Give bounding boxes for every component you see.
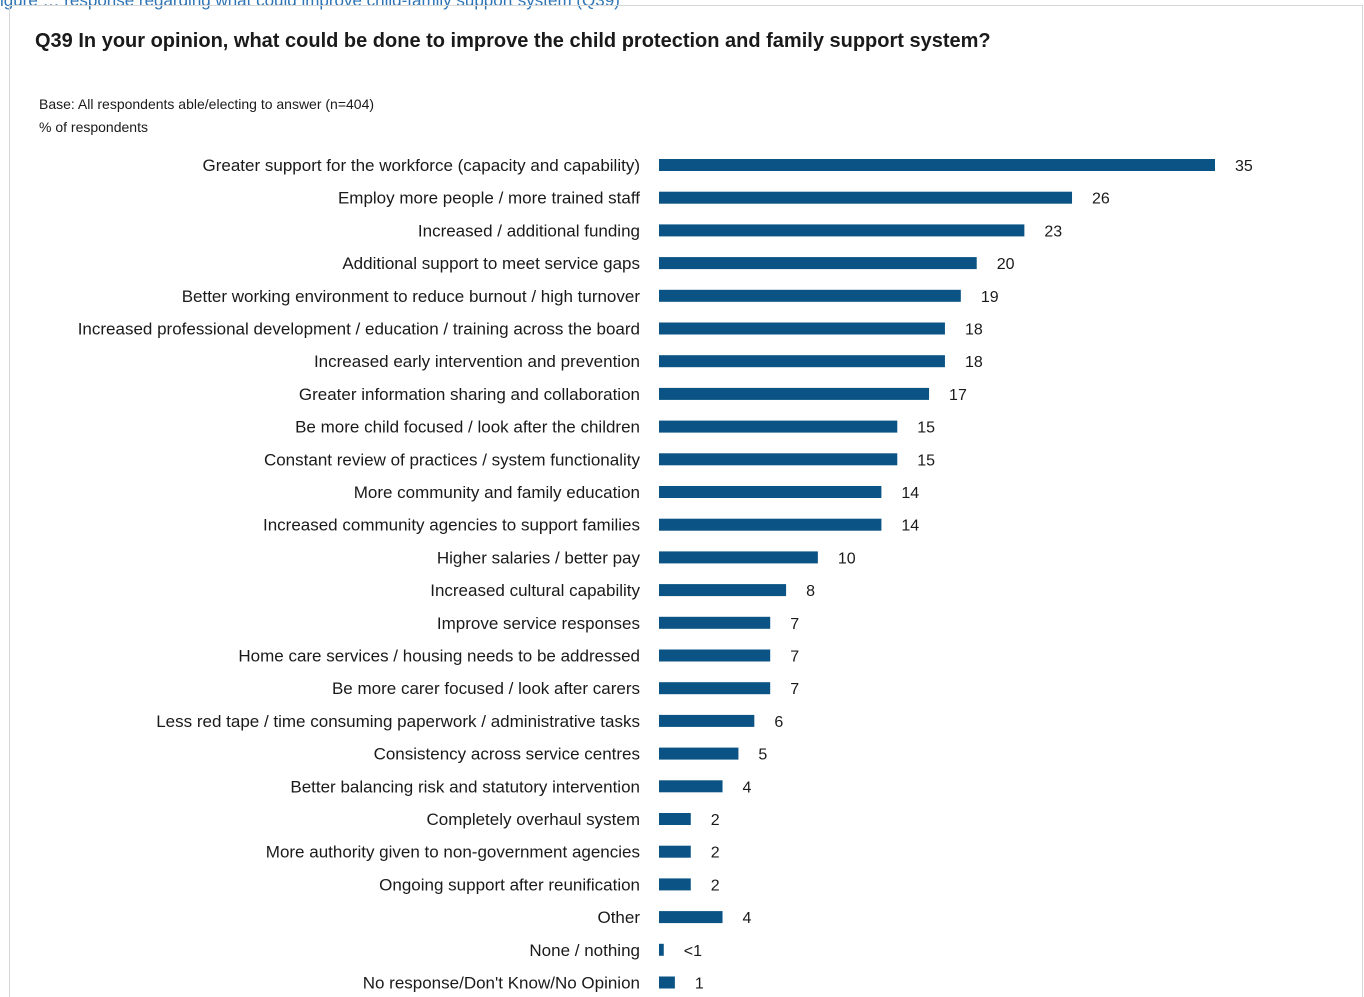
category-label: Be more carer focused / look after carer… [332,679,640,698]
bar [659,714,755,727]
category-label: Better balancing risk and statutory inte… [290,777,640,796]
bar [659,420,898,433]
bar [659,387,930,400]
data-label: 18 [965,354,983,371]
data-label: 2 [711,845,720,862]
category-label: Be more child focused / look after the c… [295,418,640,437]
category-label: Ongoing support after reunification [379,875,640,894]
bar [659,747,739,760]
bar [659,649,771,662]
data-label: 2 [711,812,720,829]
data-label: 15 [917,452,935,469]
chart-base-note: Base: All respondents able/electing to a… [39,96,375,112]
data-label: 1 [695,976,704,993]
data-label: 35 [1235,158,1253,175]
category-label: Increased professional development / edu… [78,320,640,339]
bar [659,813,691,825]
category-label: Improve service responses [437,614,640,633]
data-label: 5 [758,747,767,764]
data-label: 17 [949,387,967,404]
data-label: 8 [806,583,815,600]
category-label: Home care services / housing needs to be… [238,647,640,666]
data-label: 10 [838,550,856,567]
data-label: 4 [743,910,752,927]
data-label: 7 [790,649,799,666]
bar [659,289,961,302]
category-label: Higher salaries / better pay [437,548,641,567]
bar [659,224,1025,237]
bar [659,191,1073,204]
bar [659,257,977,270]
bar [659,322,945,335]
data-label: 19 [981,289,999,306]
bar [659,159,1215,171]
category-label: Greater information sharing and collabor… [299,385,640,404]
data-label: <1 [684,943,702,960]
data-label: 26 [1092,191,1110,208]
category-label: Other [597,908,640,927]
data-label: 20 [997,256,1015,273]
data-label: 4 [743,779,752,796]
category-label: Less red tape / time consuming paperwork… [156,712,640,731]
bar [659,780,723,793]
data-label: 15 [917,420,935,437]
data-label: 6 [774,714,783,731]
category-label: Additional support to meet service gaps [342,254,640,273]
category-label: More authority given to non-government a… [266,843,640,862]
bar [659,845,691,858]
data-label: 7 [790,616,799,633]
chart-unit-note: % of respondents [39,119,148,135]
bar [659,584,787,597]
data-label: 14 [901,485,919,502]
category-label: Consistency across service centres [374,745,640,764]
category-label: Completely overhaul system [426,810,640,829]
bar [659,943,664,956]
chart-subtitle: Base: All respondents able/electing to a… [39,93,374,139]
category-label: Employ more people / more trained staff [338,189,640,208]
category-label: Better working environment to reduce bur… [182,287,641,306]
category-label: Increased / additional funding [418,221,640,240]
bar [659,518,882,531]
bar [659,976,675,989]
category-label: No response/Don't Know/No Opinion [363,974,640,993]
data-label: 2 [711,877,720,894]
bar [659,616,771,629]
bar [659,911,723,924]
category-label: Increased cultural capability [430,581,640,600]
bar [659,682,771,695]
bar [659,453,898,466]
category-label: Increased early intervention and prevent… [314,352,640,371]
category-label: More community and family education [354,483,640,502]
category-label: Increased community agencies to support … [263,516,640,535]
bar [659,551,818,564]
bar [659,355,945,368]
category-label: Greater support for the workforce (capac… [203,156,640,175]
category-label: None / nothing [529,941,640,960]
bar [659,486,882,498]
data-label: 14 [901,518,919,535]
data-label: 18 [965,322,983,339]
data-label: 23 [1044,223,1062,240]
chart-frame [9,5,1363,997]
bar [659,878,691,891]
data-label: 7 [790,681,799,698]
category-label: Constant review of practices / system fu… [264,450,641,469]
chart-title: Q39 In your opinion, what could be done … [35,30,991,52]
